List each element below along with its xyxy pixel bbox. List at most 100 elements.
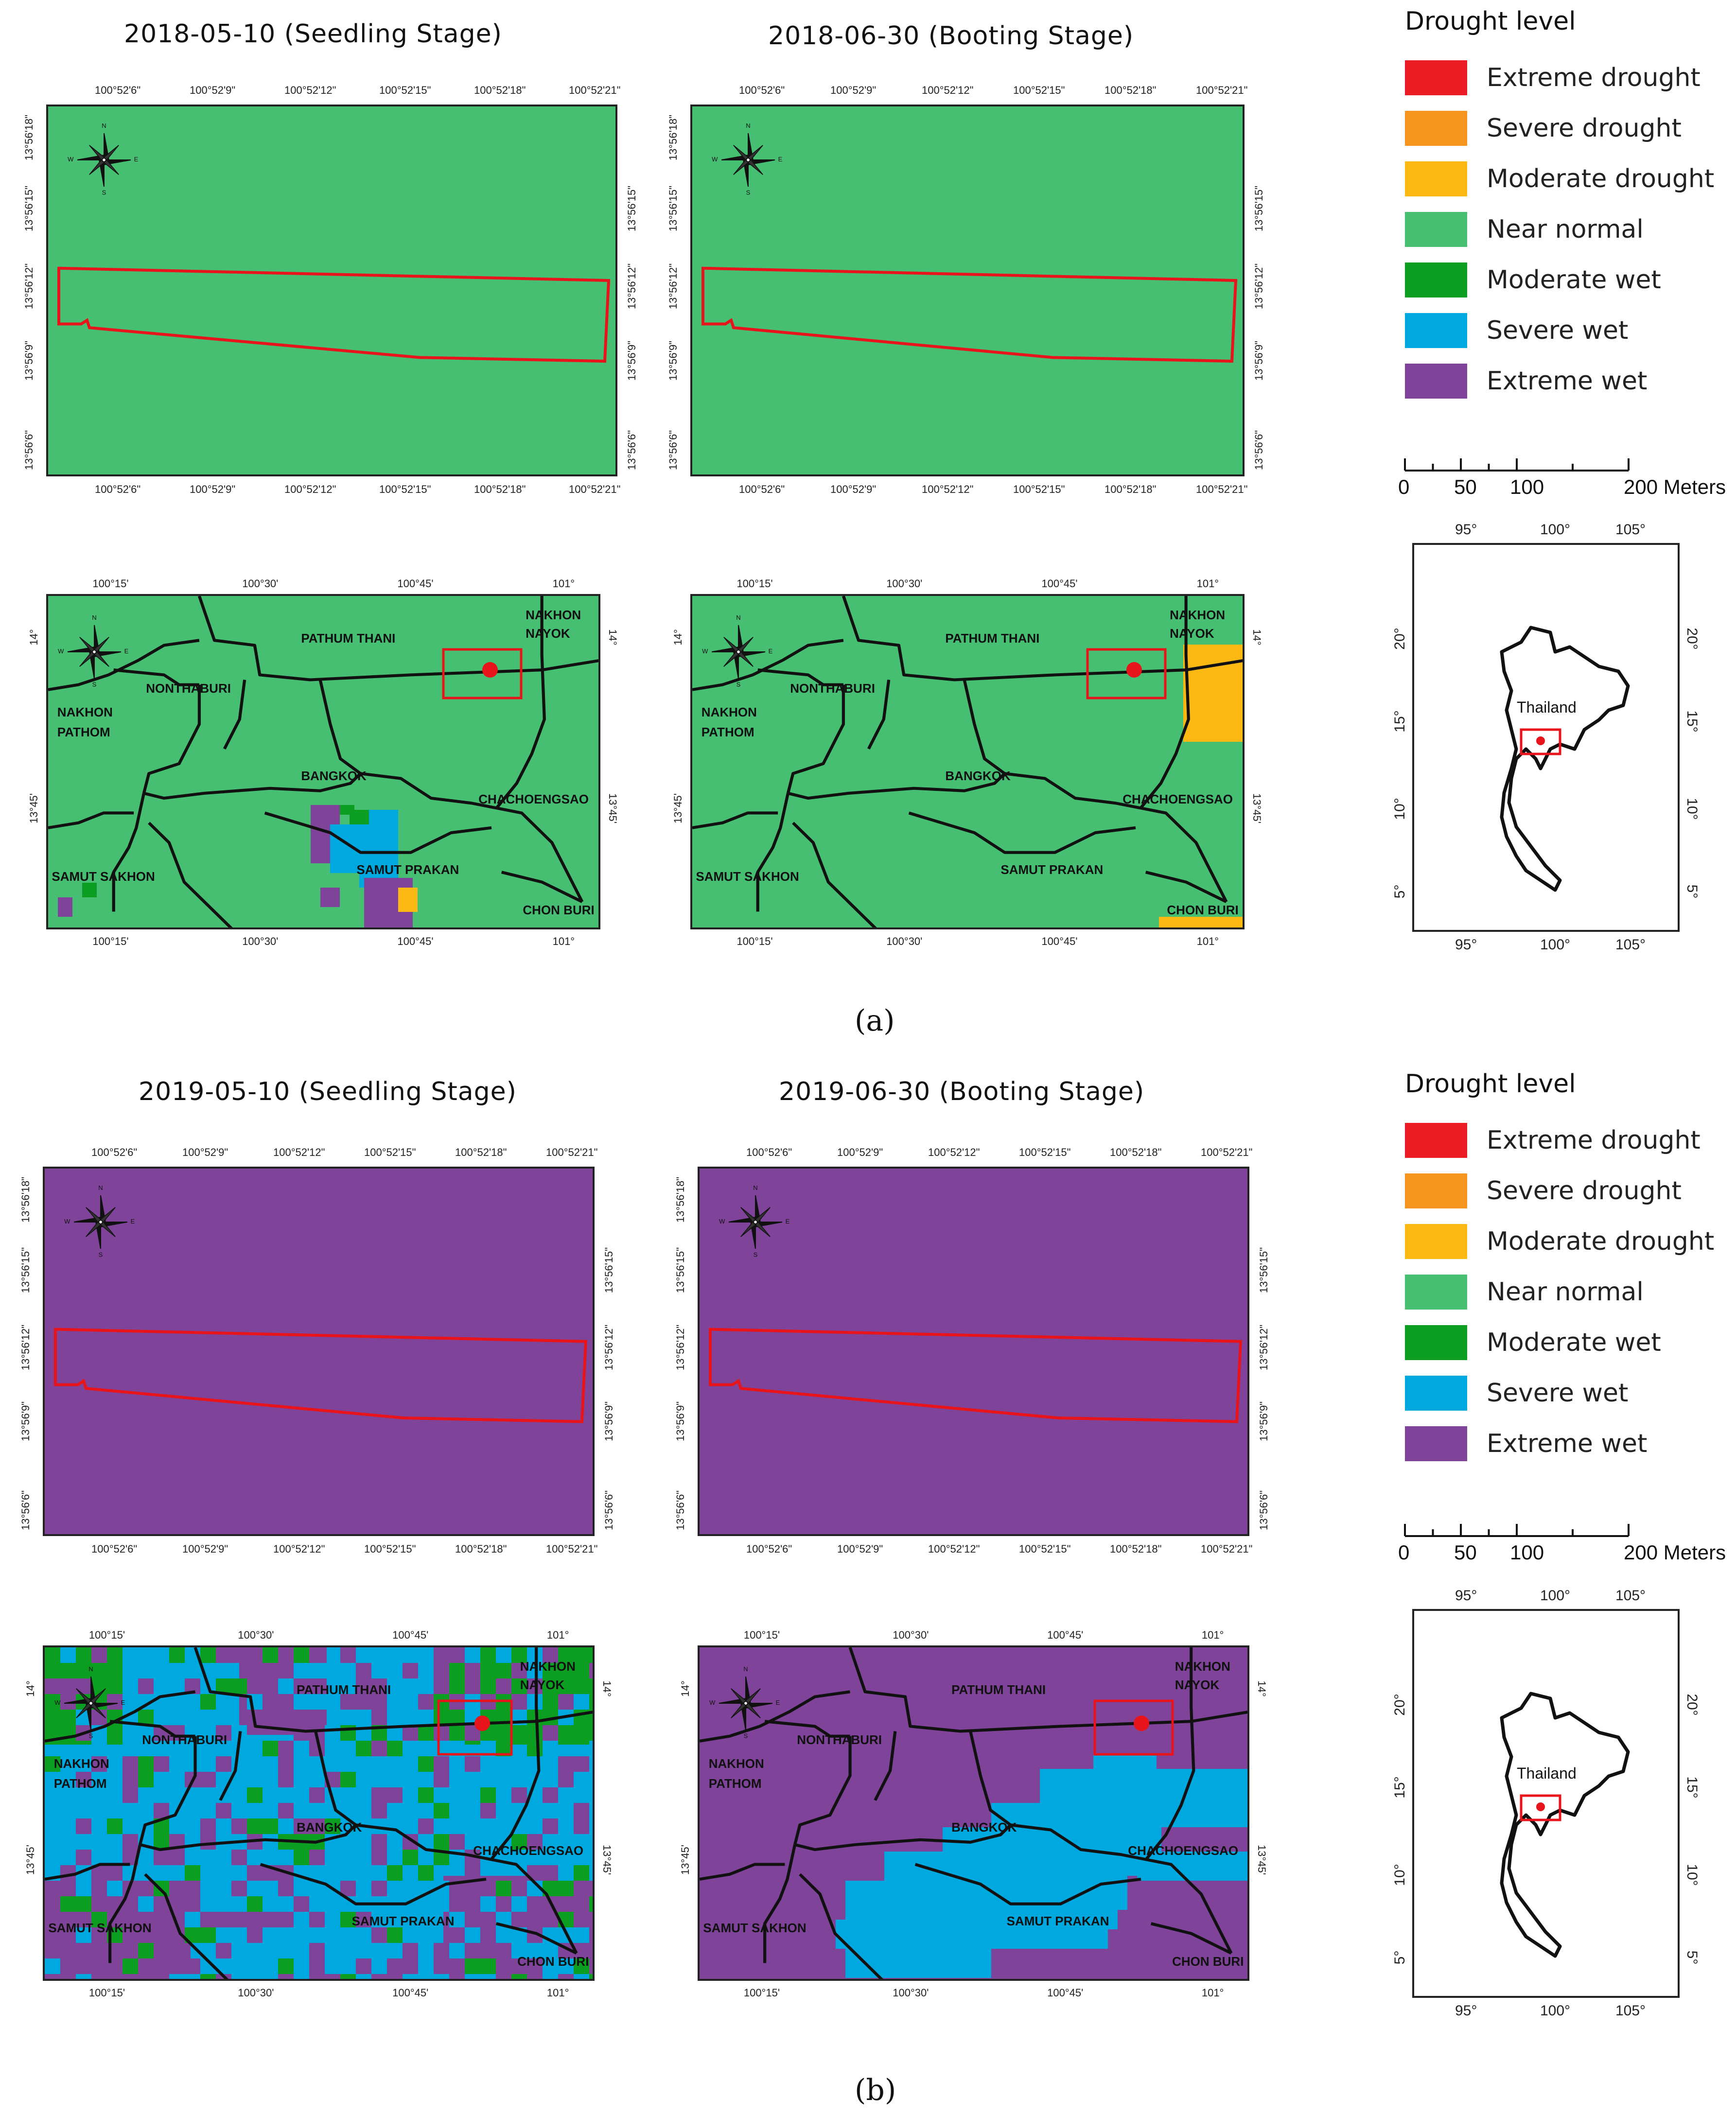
- drought-class-area: [278, 1881, 294, 1896]
- scale-bar: 0 50 100 200 Meters: [1398, 1521, 1726, 1565]
- drought-class-area: [371, 1741, 387, 1756]
- legend-label: Extreme wet: [1487, 1429, 1648, 1458]
- drought-class-area: [294, 1896, 309, 1912]
- field-lon-tick-bottom: 100°52'18": [474, 483, 526, 495]
- region-lon-tick-top: 100°30': [886, 577, 923, 590]
- locator-lon-tick-top: 95°: [1455, 522, 1477, 538]
- region-lon-tick-bottom: 100°45': [1041, 935, 1078, 947]
- province-label-nakhon-pathom-1: NAKHON: [708, 1756, 764, 1771]
- field-lon-tick-top: 100°52'21": [569, 84, 621, 96]
- region-lon-tick-top: 100°15': [736, 577, 773, 590]
- drought-class-area: [154, 1710, 169, 1725]
- svg-text:N: N: [753, 1184, 757, 1191]
- drought-class-area: [589, 1663, 593, 1678]
- drought-class-area: [480, 1974, 496, 1979]
- province-boundary: [692, 811, 778, 829]
- drought-class-area: [418, 1647, 434, 1663]
- drought-class-area: [278, 1741, 294, 1756]
- drought-class-area: [543, 1943, 558, 1958]
- legend-label: Extreme drought: [1487, 63, 1701, 92]
- drought-class-area: [465, 1756, 480, 1772]
- drought-class-area: [434, 1678, 449, 1694]
- region-lat-tick-right: 14°: [1251, 629, 1263, 646]
- legend-item: Severe wet: [1405, 313, 1716, 352]
- region-map: N S E W: [43, 1645, 595, 1981]
- drought-class-area: [418, 1865, 434, 1881]
- region-lon-tick-top: 100°30': [238, 1629, 274, 1641]
- drought-class-area: [263, 1927, 278, 1943]
- legend-item: Extreme wet: [1405, 364, 1716, 402]
- field-lat-tick-left: 13°56'15": [23, 185, 35, 231]
- drought-class-area: [465, 1958, 480, 1974]
- province-boundary: [143, 772, 362, 800]
- drought-class-area: [511, 1663, 527, 1678]
- drought-class-area: [465, 1912, 480, 1927]
- drought-class-area: [45, 1647, 60, 1663]
- region-lat-tick-right: 13°45': [1256, 1844, 1268, 1875]
- svg-text:W: W: [712, 156, 718, 163]
- drought-class-area: [169, 1647, 185, 1663]
- drought-class-area: [574, 1756, 589, 1772]
- scale-bar-label: 100: [1510, 475, 1544, 498]
- drought-class-area: [185, 1958, 200, 1974]
- drought-class-area: [434, 1974, 449, 1979]
- drought-class-area: [434, 1958, 449, 1974]
- svg-text:W: W: [709, 1699, 716, 1706]
- svg-text:N: N: [102, 122, 106, 129]
- province-boundary: [914, 1863, 1141, 1905]
- drought-class-area: [543, 1974, 558, 1979]
- drought-class-area: [449, 1678, 465, 1694]
- legend-label: Moderate wet: [1487, 265, 1661, 295]
- compass-rose-icon: N S E W: [68, 122, 139, 196]
- drought-class-area: [169, 1850, 185, 1865]
- svg-text:E: E: [121, 1699, 125, 1706]
- drought-class-area: [138, 1896, 154, 1912]
- drought-class-area: [294, 1787, 309, 1803]
- drought-class-area: [480, 1772, 496, 1787]
- svg-text:W: W: [68, 156, 74, 163]
- field-lon-tick-bottom: 100°52'18": [1105, 483, 1157, 495]
- locator-lat-tick-right: 10°: [1684, 798, 1700, 820]
- drought-class-area: [558, 1678, 574, 1694]
- drought-class-area: [558, 1756, 574, 1772]
- legend-swatch: [1405, 111, 1467, 146]
- drought-class-area: [403, 1756, 418, 1772]
- drought-class-area: [418, 1787, 434, 1803]
- drought-class-area: [434, 1834, 449, 1850]
- drought-class-area: [340, 1787, 356, 1803]
- drought-class-area: [340, 1974, 356, 1979]
- drought-class-area: [356, 1710, 371, 1725]
- province-boundary: [45, 1690, 195, 1743]
- svg-text:S: S: [754, 1251, 758, 1259]
- drought-class-area: [138, 1756, 154, 1772]
- field-lon-tick-bottom: 100°52'21": [1201, 1543, 1253, 1555]
- drought-class-area: [76, 1647, 91, 1663]
- legend-swatch: [1405, 1275, 1467, 1310]
- locator-lat-tick-right: 15°: [1684, 710, 1700, 733]
- field-lat-tick-left: 13°56'6": [674, 1490, 686, 1530]
- drought-class-area: [449, 1710, 465, 1725]
- drought-class-area: [154, 1974, 169, 1979]
- province-boundary: [764, 1720, 850, 1738]
- drought-class-area: [558, 1896, 574, 1912]
- region-lon-tick-top: 101°: [1196, 577, 1219, 590]
- study-site-marker: [482, 662, 498, 678]
- drought-class-area: [496, 1756, 511, 1772]
- drought-class-area: [449, 1756, 465, 1772]
- province-label-samut-prakan: SAMUT PRAKAN: [1006, 1914, 1109, 1928]
- province-boundary: [1150, 1922, 1232, 1955]
- svg-text:W: W: [58, 647, 64, 655]
- province-label-nakhon-pathom-1: NAKHON: [701, 704, 757, 719]
- drought-class-area: [91, 1647, 107, 1663]
- drought-class-area: [325, 1725, 340, 1741]
- province-label-nakhon-nayok-2: NAYOK: [1175, 1677, 1220, 1692]
- drought-class-area: [247, 1912, 263, 1927]
- drought-class-area: [216, 1912, 231, 1927]
- province-boundary: [142, 684, 201, 794]
- drought-class-area: [371, 1787, 387, 1803]
- region-lon-tick-bottom: 100°45': [1047, 1987, 1084, 1999]
- field-lon-tick-top: 100°52'6": [746, 1146, 792, 1158]
- province-label-nakhon-nayok-1: NAKHON: [520, 1659, 576, 1674]
- drought-class-area: [398, 888, 418, 912]
- province-label-chachoengsao: CHACHOENGSAO: [473, 1843, 584, 1858]
